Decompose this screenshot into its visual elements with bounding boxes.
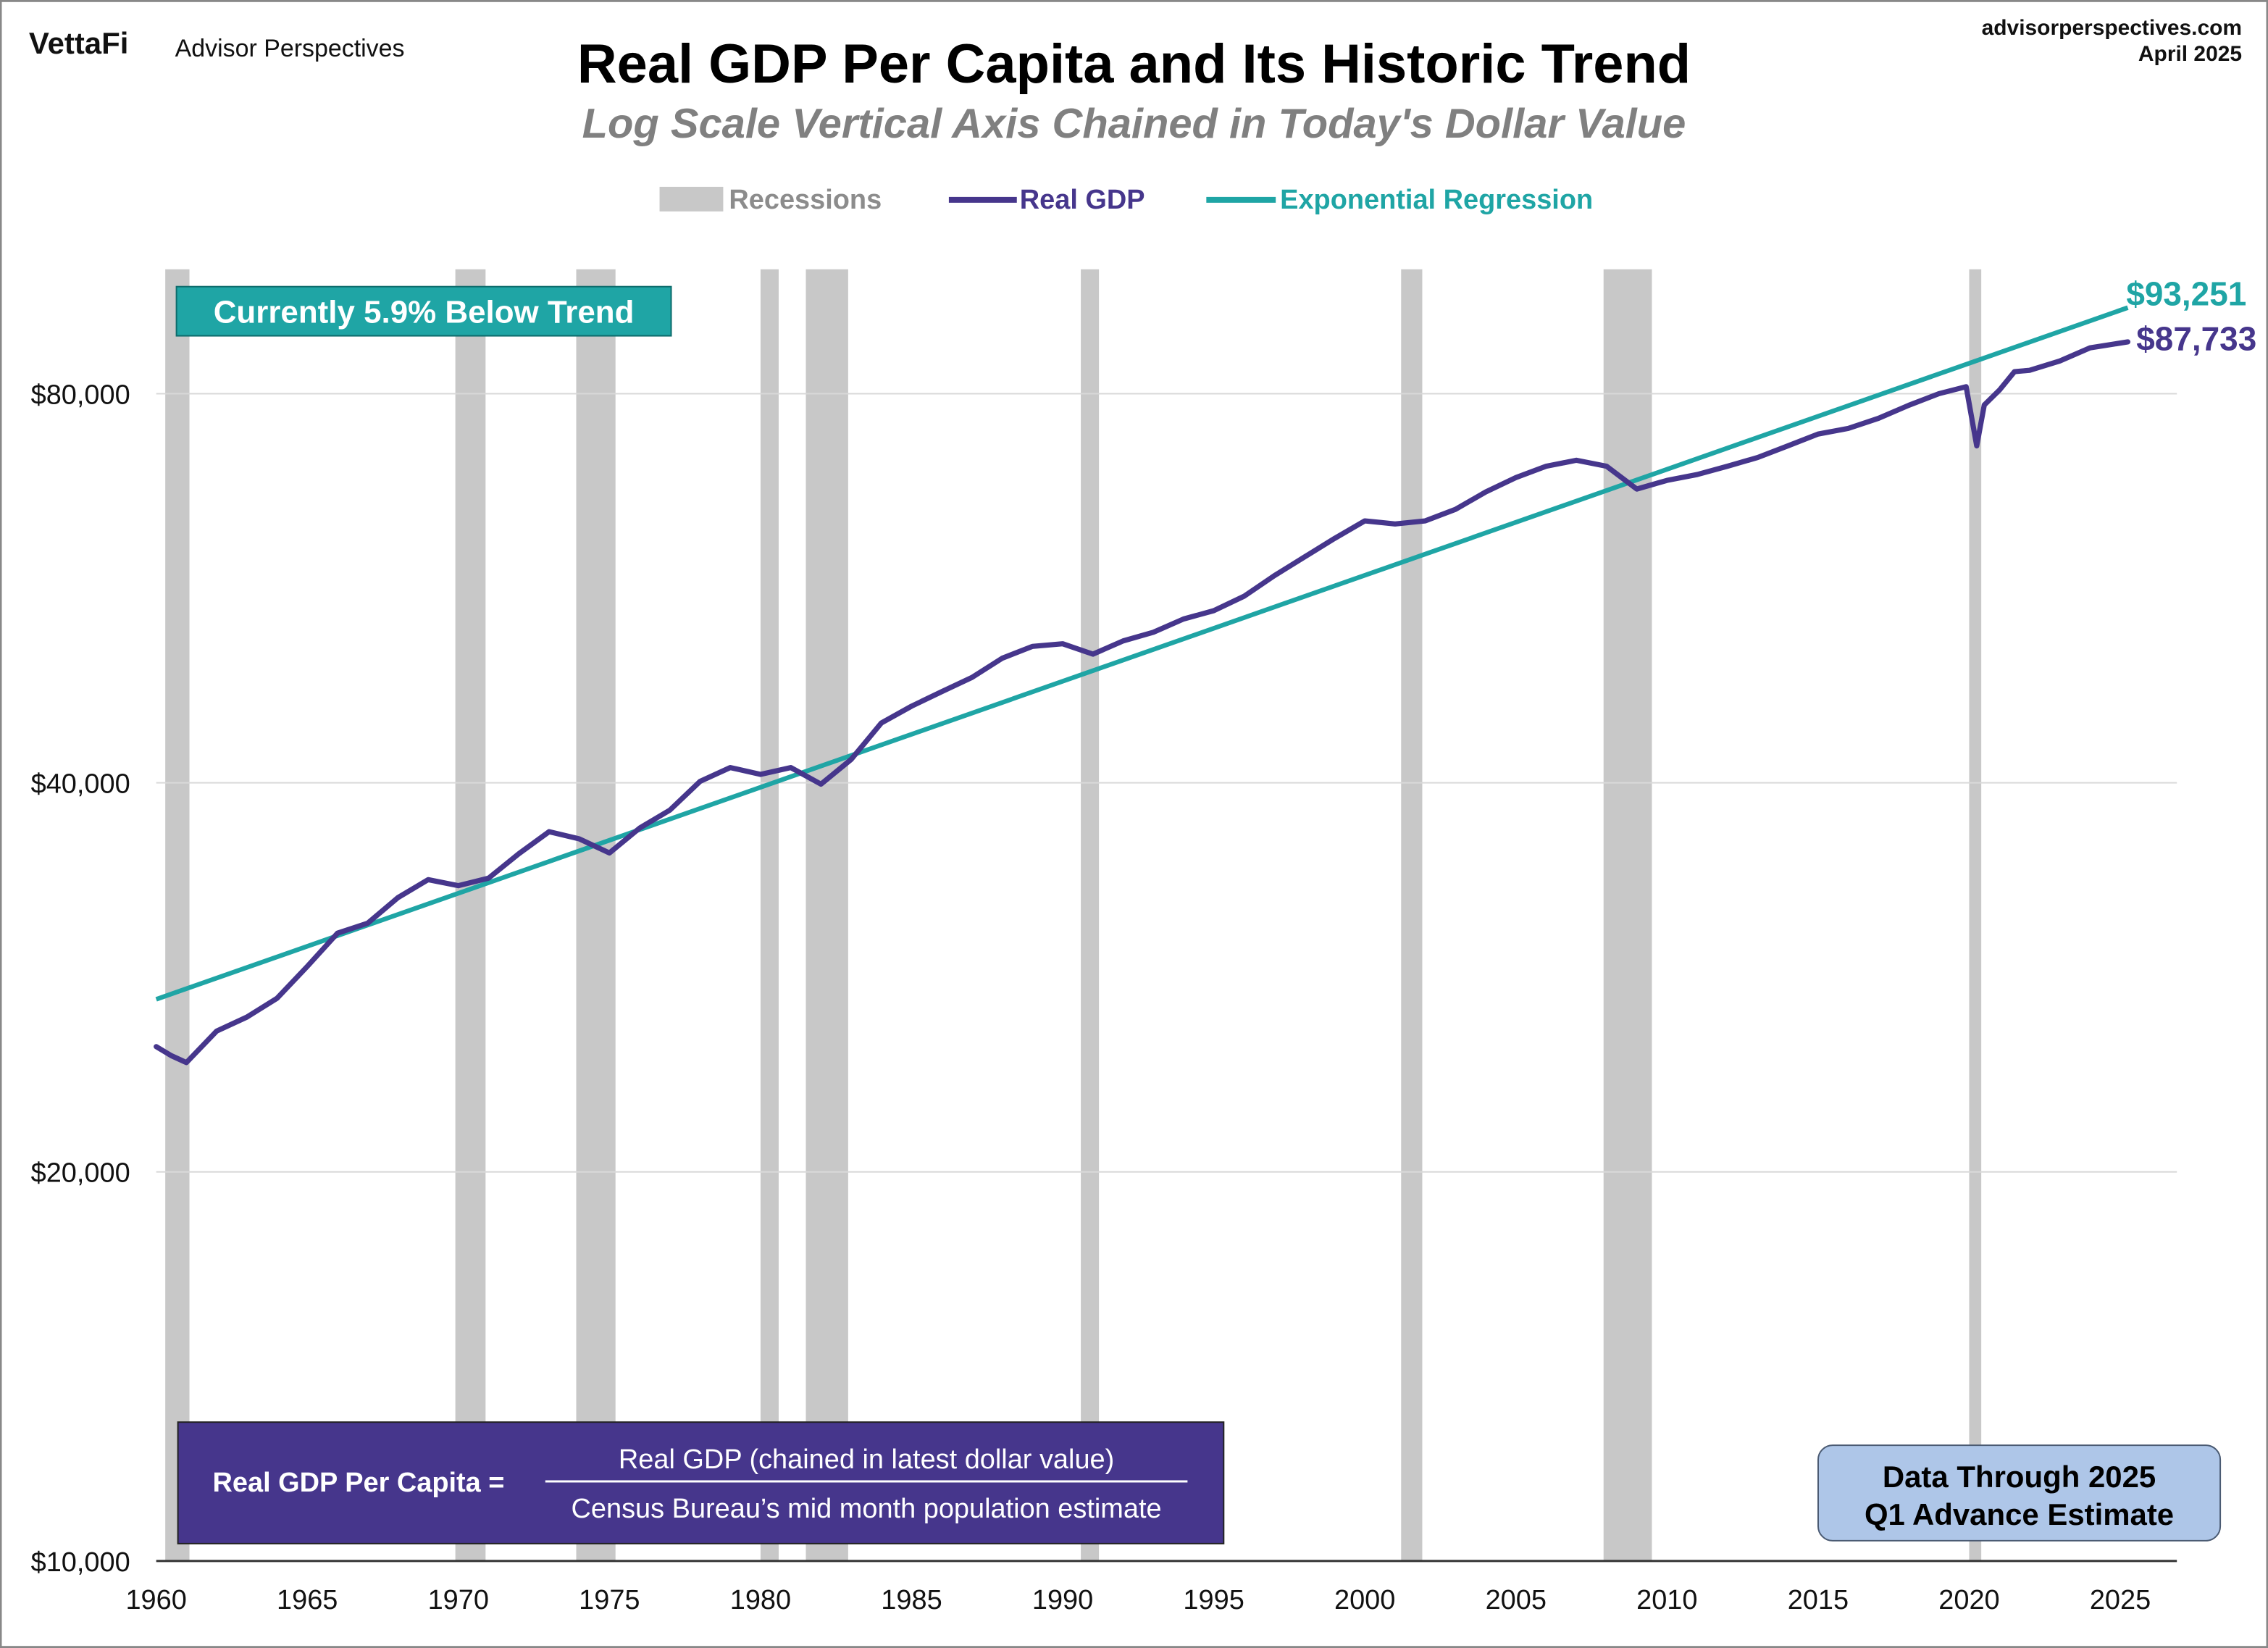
x-tick-label: 2010 <box>1636 1585 1697 1615</box>
x-tick-label: 1965 <box>277 1585 338 1615</box>
y-tick-label: $80,000 <box>31 380 130 410</box>
trend-line <box>155 305 2129 1002</box>
x-tick-label: 1960 <box>125 1585 186 1615</box>
formula-box: Real GDP Per Capita = Real GDP (chained … <box>177 1421 1225 1544</box>
trend-end-label: $93,251 <box>2126 275 2246 313</box>
formula-numerator: Real GDP (chained in latest dollar value… <box>619 1444 1114 1475</box>
data-note-line-1: Data Through 2025 <box>1883 1460 2156 1494</box>
site: advisorperspectives.com <box>1982 16 2242 40</box>
x-tick-label: 2005 <box>1486 1585 1547 1615</box>
legend-label-real-gdp: Real GDP <box>1020 185 1145 215</box>
y-tick-label: $40,000 <box>31 769 130 800</box>
formula-background <box>177 1421 1225 1544</box>
chart-title: Real GDP Per Capita and Its Historic Tre… <box>577 33 1691 95</box>
real-gdp-end-label: $87,733 <box>2136 320 2256 358</box>
recession-band <box>1969 269 1982 1561</box>
trend-annotation-text: Currently 5.9% Below Trend <box>214 295 635 330</box>
gridlines <box>156 393 2177 1173</box>
recession-band <box>576 269 616 1561</box>
recession-band <box>805 269 848 1561</box>
recession-band <box>1603 269 1652 1561</box>
legend-label-recessions: Recessions <box>729 185 882 215</box>
formula-denominator: Census Bureau’s mid month population est… <box>572 1494 1162 1524</box>
x-tick-label: 2015 <box>1788 1585 1849 1615</box>
brand: Advisor Perspectives <box>175 35 405 62</box>
x-tick-label: 1990 <box>1032 1585 1093 1615</box>
data-note-box <box>1817 1444 2222 1542</box>
recession-band <box>1081 269 1100 1561</box>
trend-annotation-box <box>175 285 672 337</box>
x-tick-label: 1975 <box>579 1585 640 1615</box>
legend-swatch-recessions <box>659 186 724 212</box>
data-note: Data Through 2025 Q1 Advance Estimate <box>1817 1444 2222 1542</box>
recession-bands <box>165 269 1982 1561</box>
formula-lhs: Real GDP Per Capita = <box>213 1468 505 1498</box>
chart-subtitle: Log Scale Vertical Axis Chained in Today… <box>582 101 1686 147</box>
logo: VettaFi <box>29 26 128 60</box>
series-lines <box>154 305 2131 1066</box>
x-tick-label: 2000 <box>1334 1585 1395 1615</box>
x-tick-label: 1970 <box>428 1585 489 1615</box>
date: April 2025 <box>2138 42 2242 66</box>
y-tick-label: $10,000 <box>31 1547 130 1578</box>
legend-label-trend: Exponential Regression <box>1280 185 1593 215</box>
recession-band <box>1401 269 1423 1561</box>
x-tick-label: 1980 <box>730 1585 791 1615</box>
trend-annotation: Currently 5.9% Below Trend <box>175 285 672 337</box>
legend: Recessions Real GDP Exponential Regressi… <box>659 185 1593 215</box>
recession-band <box>165 269 190 1561</box>
data-note-line-2: Q1 Advance Estimate <box>1865 1497 2174 1531</box>
real-gdp-line <box>154 339 2131 1066</box>
y-tick-label: $20,000 <box>31 1158 130 1189</box>
x-axis: 1960 1965 1970 1975 1980 1985 1990 1995 2000 2005… <box>125 1585 2151 1615</box>
x-tick-label: 1985 <box>881 1585 942 1615</box>
recession-band <box>455 269 486 1561</box>
x-tick-label: 1995 <box>1183 1585 1244 1615</box>
recession-band <box>760 269 779 1561</box>
x-tick-label: 2020 <box>1938 1585 1999 1615</box>
y-axis: $10,000 $20,000 $40,000 $80,000 <box>31 380 130 1577</box>
x-tick-label: 2025 <box>2090 1585 2151 1615</box>
